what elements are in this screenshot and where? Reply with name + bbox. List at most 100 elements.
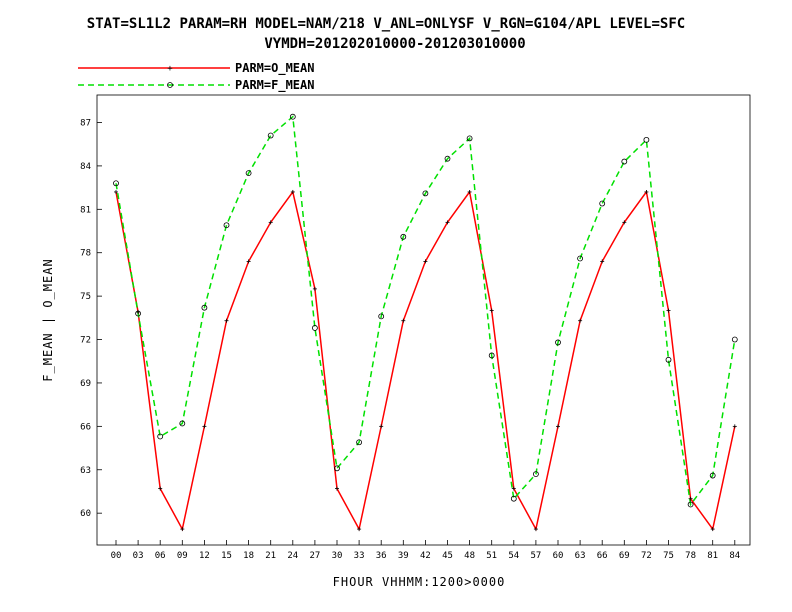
x-tick-label: 66 — [597, 551, 608, 561]
x-tick-label: 39 — [398, 551, 409, 561]
y-tick-label: 69 — [80, 379, 91, 389]
data-point-1 — [311, 325, 318, 331]
y-tick-label: 87 — [80, 118, 91, 128]
data-point-0 — [246, 259, 251, 264]
x-tick-label: 54 — [508, 551, 519, 561]
data-point-0 — [556, 424, 560, 429]
x-tick-label: 48 — [464, 551, 475, 561]
data-point-0 — [511, 486, 516, 491]
x-tick-label: 24 — [287, 551, 298, 561]
data-point-1 — [621, 158, 628, 165]
x-tick-label: 12 — [199, 551, 210, 561]
data-point-1 — [422, 190, 429, 197]
data-point-0 — [533, 527, 538, 532]
y-tick-label: 78 — [80, 249, 91, 259]
data-point-0 — [114, 189, 118, 194]
x-axis: 00 03 06 09 12 15 18 21 24 27 30 33 36 39 42 45 48 51 54 57… — [111, 540, 740, 561]
legend-o-mean-marker: + — [167, 64, 173, 74]
data-point-0 — [732, 424, 737, 429]
data-point-1 — [245, 170, 252, 177]
x-tick-label: 45 — [442, 551, 453, 561]
x-tick-label: 09 — [177, 551, 188, 561]
plot-area — [96, 94, 751, 546]
data-point-1 — [488, 352, 495, 359]
data-point-1 — [113, 180, 119, 187]
data-point-1 — [201, 304, 208, 311]
y-tick-label: 72 — [80, 336, 91, 346]
legend-o-mean-label: PARM=O_MEAN — [235, 61, 314, 76]
chart-title-line-1: STAT=SL1L2 PARAM=RH MODEL=NAM/218 V_ANL=… — [87, 16, 685, 32]
data-point-0 — [489, 308, 494, 313]
series-line-1 — [115, 115, 736, 507]
data-point-0 — [312, 286, 317, 291]
y-axis: 60 63 66 69 72 75 78 81 84 87 — [80, 118, 102, 519]
data-point-0 — [357, 527, 362, 532]
y-tick-label: 63 — [80, 466, 91, 476]
data-point-1 — [466, 135, 473, 142]
data-point-0 — [600, 259, 605, 264]
y-tick-label: 75 — [80, 292, 91, 302]
data-point-1 — [555, 339, 561, 346]
data-point-1 — [267, 132, 274, 139]
x-tick-label: 18 — [243, 551, 254, 561]
x-tick-label: 03 — [133, 551, 144, 561]
data-point-1 — [665, 356, 672, 363]
data-point-0 — [335, 486, 339, 491]
data-point-1 — [135, 310, 142, 317]
legend: + PARM=O_MEAN PARM=F_MEAN — [78, 61, 314, 93]
data-point-1 — [334, 465, 340, 472]
x-tick-label: 36 — [376, 551, 387, 561]
x-tick-label: 21 — [265, 551, 276, 561]
data-point-1 — [356, 439, 363, 446]
x-tick-label: 69 — [619, 551, 630, 561]
data-point-1 — [157, 433, 164, 440]
data-point-0 — [666, 308, 671, 313]
data-point-1 — [378, 313, 385, 320]
data-point-1 — [533, 471, 539, 477]
data-point-0 — [688, 496, 693, 501]
data-point-1 — [599, 200, 606, 207]
x-tick-label: 60 — [553, 551, 564, 561]
x-tick-label: 78 — [685, 551, 696, 561]
x-tick-label: 57 — [530, 551, 541, 561]
data-point-1 — [400, 233, 407, 240]
data-point-0 — [401, 318, 406, 323]
data-point-1 — [687, 501, 694, 508]
x-tick-label: 75 — [663, 551, 674, 561]
data-point-0 — [644, 189, 649, 194]
x-tick-label: 51 — [486, 551, 497, 561]
x-tick-label: 63 — [575, 551, 586, 561]
y-tick-label: 84 — [80, 162, 91, 172]
chart-title-line-2: VYMDH=201202010000-201203010000 — [264, 36, 525, 52]
data-point-0 — [180, 527, 185, 532]
data-point-0 — [268, 220, 273, 225]
data-point-1 — [577, 255, 583, 262]
x-tick-label: 72 — [641, 551, 652, 561]
data-point-1 — [444, 155, 451, 162]
data-point-1 — [709, 472, 716, 479]
y-tick-label: 60 — [80, 509, 91, 519]
x-tick-label: 84 — [729, 551, 740, 561]
x-tick-label: 06 — [155, 551, 166, 561]
data-point-1 — [643, 136, 650, 143]
data-point-0 — [423, 259, 428, 264]
data-point-0 — [379, 424, 384, 429]
x-tick-label: 42 — [420, 551, 431, 561]
x-tick-label: 15 — [221, 551, 232, 561]
data-point-0 — [467, 189, 472, 194]
data-point-1 — [223, 222, 230, 229]
data-point-0 — [445, 220, 450, 225]
series-layer — [113, 113, 738, 532]
data-point-0 — [622, 220, 627, 225]
data-point-0 — [710, 527, 715, 532]
data-point-0 — [578, 318, 583, 323]
legend-f-mean-label: PARM=F_MEAN — [235, 78, 314, 93]
data-point-1 — [731, 336, 738, 343]
series-line-0 — [115, 190, 736, 532]
y-tick-label: 66 — [80, 422, 91, 432]
data-point-1 — [289, 113, 296, 120]
data-point-0 — [290, 189, 295, 194]
x-tick-label: 30 — [332, 551, 343, 561]
x-tick-label: 33 — [354, 551, 365, 561]
